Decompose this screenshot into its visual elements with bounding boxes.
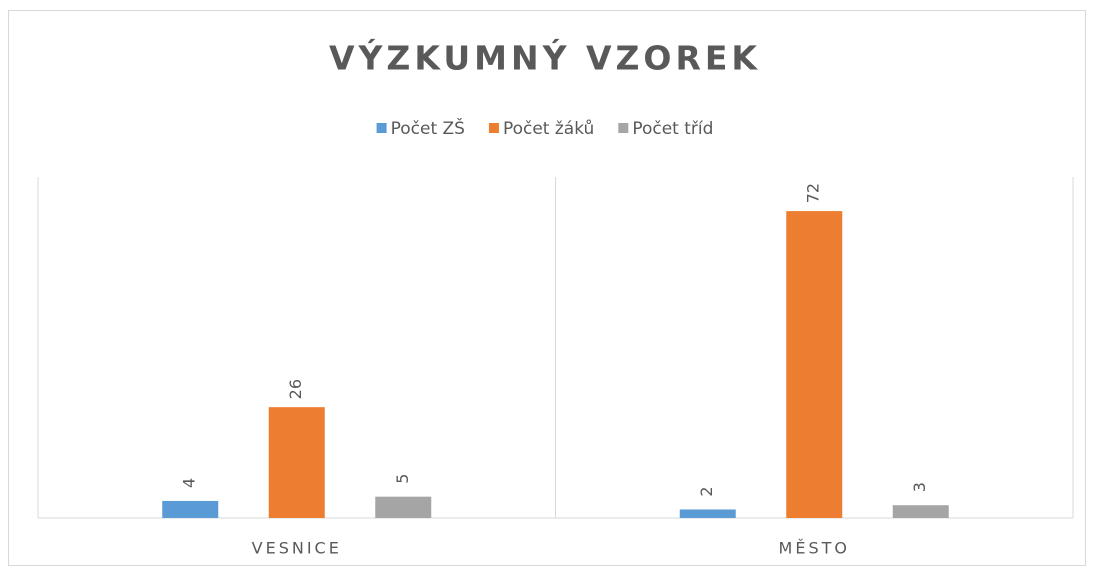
data-label: 2 [697, 486, 716, 496]
bar [679, 509, 736, 518]
data-label: 26 [286, 379, 305, 399]
x-tick-label: MĚSTO [779, 539, 850, 558]
legend-label: Počet tříd [632, 119, 713, 139]
bar [268, 407, 325, 518]
data-label: 3 [910, 482, 929, 492]
bar [375, 496, 432, 518]
bar [786, 211, 843, 518]
legend-label: Počet žáků [503, 119, 594, 139]
bar [892, 505, 949, 518]
legend-swatch [376, 123, 387, 133]
data-label: 5 [393, 474, 412, 484]
legend-swatch [488, 123, 499, 133]
data-label: 72 [804, 183, 823, 203]
legend-label: Počet ZŠ [391, 117, 465, 139]
legend-swatch [618, 123, 629, 133]
chart-title: VÝZKUMNÝ VZOREK [329, 38, 761, 78]
bar [162, 500, 219, 518]
data-label: 4 [180, 478, 199, 488]
chart-border [8, 10, 1086, 566]
x-tick-label: VESNICE [252, 539, 342, 558]
